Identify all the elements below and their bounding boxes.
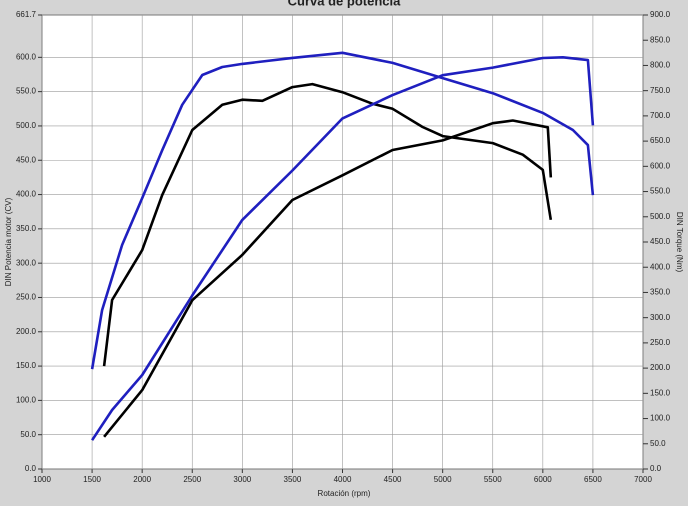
chart-title: Curva de potencia (288, 0, 401, 8)
y-tick-label: 300.0 (16, 258, 37, 267)
y-tick-label: 450.0 (16, 155, 37, 164)
curve (91, 55, 595, 441)
y2-tick-label: 700.0 (650, 111, 671, 120)
y2-tick-label: 200.0 (650, 363, 671, 372)
y-tick-label: 50.0 (20, 430, 36, 439)
y-tick-label: 550.0 (16, 87, 37, 96)
y2-tick-label: 350.0 (650, 288, 671, 297)
x-axis-label: Rotación (rpm) (318, 489, 371, 498)
x-tick-label: 1500 (83, 475, 101, 484)
y-axis-label: DIN Potencia motor (CV) (4, 197, 13, 286)
y-tick-label: 250.0 (16, 293, 37, 302)
y2-tick-label: 750.0 (650, 86, 671, 95)
y2-tick-label: 500.0 (650, 212, 671, 221)
x-tick-label: 4500 (384, 475, 402, 484)
y2-tick-label: 900.0 (650, 10, 671, 19)
x-tick-label: 3500 (284, 475, 302, 484)
curve (102, 82, 553, 367)
y-tick-label: 600.0 (16, 52, 37, 61)
y2-tick-label: 450.0 (650, 237, 671, 246)
y-tick-label: 661.7 (16, 10, 37, 19)
y2-tick-label: 400.0 (650, 262, 671, 271)
y2-axis-label: DIN Torque (Nm) (675, 212, 684, 273)
x-tick-label: 6500 (584, 475, 602, 484)
y2-tick-label: 800.0 (650, 61, 671, 70)
y-tick-label: 350.0 (16, 224, 37, 233)
y2-tick-label: 650.0 (650, 136, 671, 145)
y2-tick-label: 300.0 (650, 313, 671, 322)
x-tick-label: 5500 (484, 475, 502, 484)
y-tick-label: 150.0 (16, 361, 37, 370)
x-tick-label: 5000 (434, 475, 452, 484)
y2-tick-label: 50.0 (650, 439, 666, 448)
y2-tick-label: 850.0 (650, 35, 671, 44)
y2-tick-label: 0.0 (650, 464, 662, 473)
x-tick-label: 4000 (334, 475, 352, 484)
y-tick-label: 500.0 (16, 121, 37, 130)
curve (90, 51, 595, 370)
y2-tick-label: 150.0 (650, 388, 671, 397)
y2-tick-label: 100.0 (650, 414, 671, 423)
x-tick-label: 6000 (534, 475, 552, 484)
x-tick-label: 2500 (183, 475, 201, 484)
x-tick-label: 3000 (233, 475, 251, 484)
x-tick-label: 7000 (634, 475, 652, 484)
x-tick-label: 1000 (33, 475, 51, 484)
y-tick-label: 100.0 (16, 395, 37, 404)
y2-tick-label: 550.0 (650, 187, 671, 196)
y-tick-label: 200.0 (16, 327, 37, 336)
y2-tick-label: 250.0 (650, 338, 671, 347)
y-tick-label: 400.0 (16, 190, 37, 199)
y2-tick-label: 600.0 (650, 161, 671, 170)
x-tick-label: 2000 (133, 475, 151, 484)
y-tick-label: 0.0 (25, 464, 37, 473)
curve (103, 119, 553, 438)
